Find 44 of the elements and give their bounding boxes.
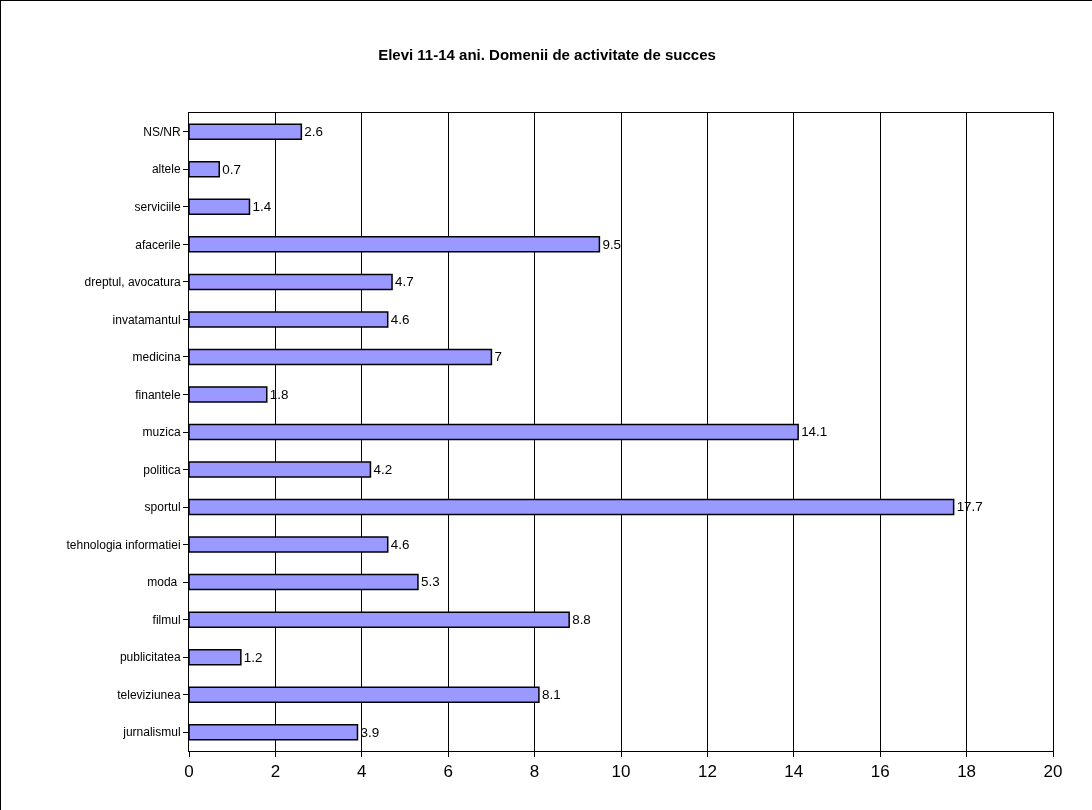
- data-label: 8.8: [572, 611, 591, 627]
- data-label: 14.1: [801, 424, 828, 440]
- y-tick-label: filmul: [152, 612, 181, 627]
- x-tick-label: 10: [611, 762, 631, 782]
- y-tick-label: dreptul, avocatura: [84, 275, 181, 290]
- data-label: 4.6: [390, 536, 410, 552]
- x-tick-label: 8: [529, 762, 540, 782]
- y-tick-label: publicitatea: [119, 650, 181, 665]
- y-tick-label: sportul: [144, 500, 181, 515]
- x-tick-label: 2: [270, 762, 281, 782]
- y-tick-label: afacerile: [135, 237, 181, 252]
- x-tick-label: 18: [957, 762, 977, 782]
- y-tick-label: televiziunea: [117, 687, 181, 702]
- data-label: 2.6: [304, 124, 323, 140]
- y-tick-label: jurnalismul: [122, 725, 181, 740]
- y-tick-label: finantele: [135, 387, 181, 402]
- x-tick-label: 0: [184, 762, 194, 782]
- data-label: 1.2: [243, 649, 263, 665]
- x-tick-label: 14: [784, 762, 804, 782]
- x-tick-label: 4: [357, 762, 367, 782]
- x-tick-label: 12: [697, 762, 717, 782]
- y-tick-label: tehnologia informatiei: [66, 537, 181, 552]
- chart-title: Elevi 11-14 ani. Domenii de activitate de succes: [378, 46, 716, 64]
- data-label: 3.9: [360, 724, 380, 740]
- data-label: 1.4: [252, 199, 272, 215]
- data-label: 9.5: [602, 236, 622, 252]
- y-tick-label: moda: [147, 575, 181, 590]
- y-tick-label: serviciile: [134, 200, 181, 215]
- data-label: 4.6: [390, 311, 410, 327]
- y-tick-label: altele: [151, 162, 181, 177]
- y-tick-label: muzica: [142, 425, 181, 440]
- data-label: 7: [494, 349, 502, 365]
- y-tick-label: medicina: [132, 350, 181, 365]
- y-tick-label: NS/NR: [143, 124, 181, 139]
- x-tick-label: 20: [1043, 762, 1063, 782]
- y-tick-label: invatamantul: [112, 312, 181, 327]
- data-label: 4.7: [395, 274, 414, 290]
- data-label: 8.1: [541, 687, 561, 703]
- data-label: 4.2: [373, 461, 393, 477]
- x-tick-label: 6: [443, 762, 453, 782]
- data-label: 5.3: [420, 574, 440, 590]
- x-tick-label: 16: [870, 762, 890, 782]
- y-tick-label: politica: [143, 462, 181, 477]
- data-label: 0.7: [222, 161, 241, 177]
